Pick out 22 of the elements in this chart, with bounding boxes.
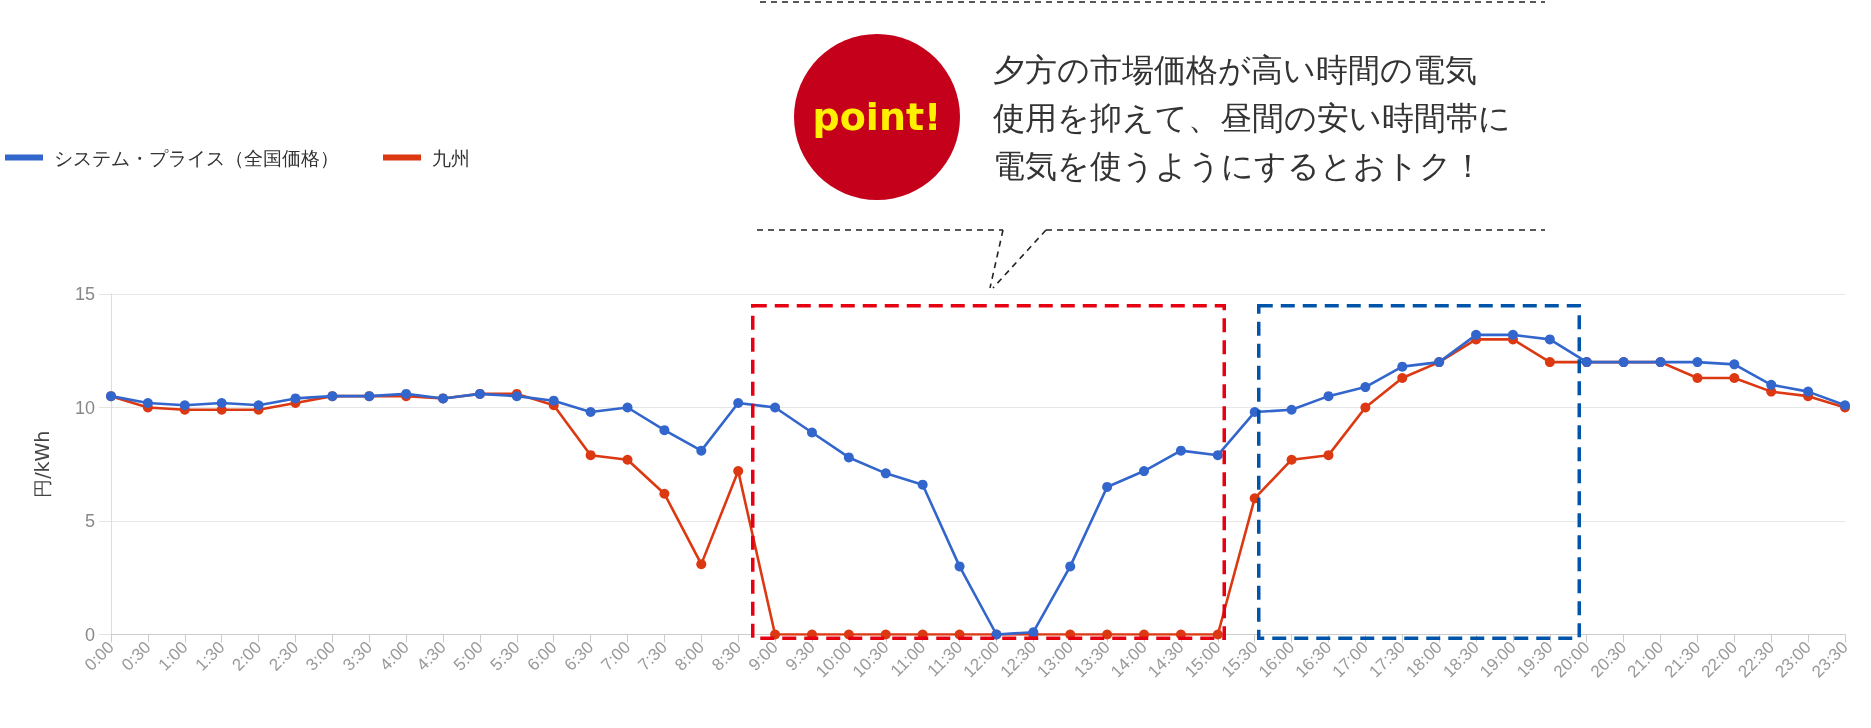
text: 夕方の市場価格が高い時間の電気使用を抑えて、昼間の安い時間帯に電気を使うようにするとおトク！ xyxy=(993,50,1511,187)
x-tick-label: 4:30 xyxy=(412,637,450,675)
legend-label: 九州 xyxy=(432,146,470,169)
x-tick-label: 7:30 xyxy=(634,637,672,675)
x-tick-label: 7:00 xyxy=(597,637,635,675)
y-tick-label: 15 xyxy=(74,284,95,304)
y-tick-label: 5 xyxy=(84,511,95,531)
x-tick-label: 8:30 xyxy=(708,637,745,675)
y-axis-title: 円/kWh xyxy=(30,430,53,498)
x-tick-label: 4:00 xyxy=(376,637,413,675)
x-tick-label: 6:30 xyxy=(560,637,598,675)
x-tick-label: 6:00 xyxy=(523,637,561,675)
x-tick-label: 3:30 xyxy=(339,637,376,675)
x-tick-label: 5:00 xyxy=(449,637,487,675)
x-tick-label: 5:30 xyxy=(486,637,524,675)
y-tick-label: 10 xyxy=(74,397,95,418)
x-tick-label: 0:30 xyxy=(117,637,155,675)
x-tick-label: 8:00 xyxy=(671,637,709,675)
x-tick-label: 3:00 xyxy=(302,637,340,675)
y-tick-label: 0 xyxy=(84,624,95,645)
legend-label: システム・プライス（全国価格） xyxy=(54,146,339,169)
x-tick-label: 9:00 xyxy=(744,637,782,675)
